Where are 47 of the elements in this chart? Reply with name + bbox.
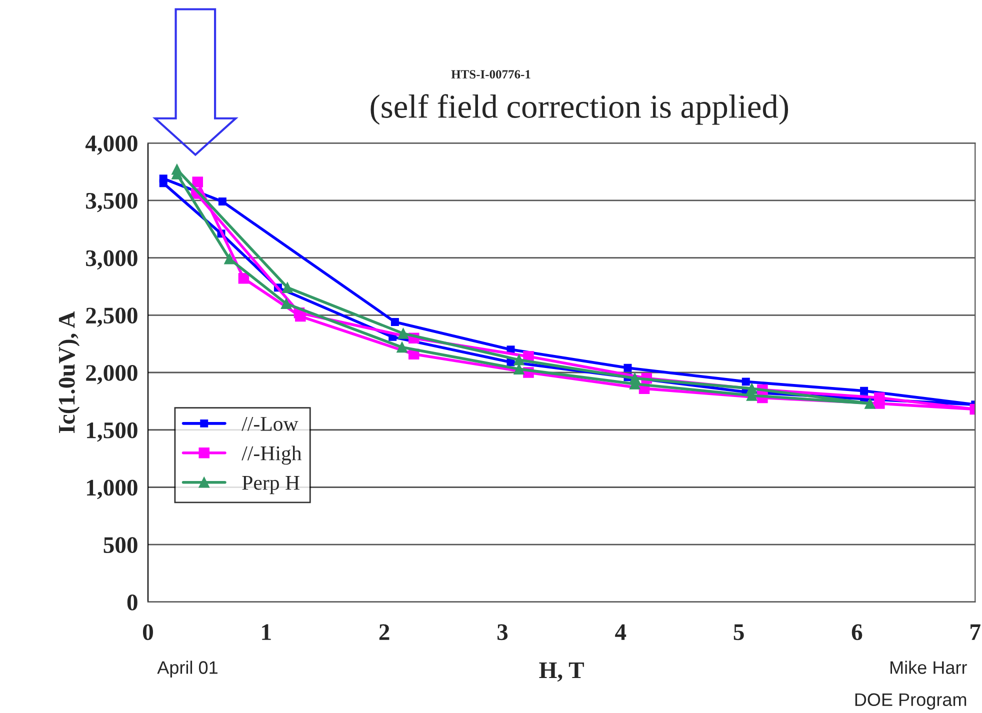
- point: [742, 378, 750, 386]
- text: April 01: [157, 660, 218, 678]
- text: DOE Program: [855, 693, 966, 710]
- point: [864, 398, 876, 409]
- y-axis-title: Ic(1.0uV), A: [58, 311, 80, 434]
- point: [624, 364, 632, 372]
- point: [224, 254, 235, 264]
- chart-title: HTS-I-00776-1: [451, 70, 530, 79]
- point: [280, 298, 292, 310]
- y-tick-label: 2,000: [86, 364, 138, 384]
- point: [159, 174, 168, 183]
- point: [514, 354, 524, 366]
- chart-subtitle: (self field correction is applied): [370, 94, 788, 125]
- x-axis-title: H, T: [539, 662, 584, 682]
- legend-label: //-Low: [242, 416, 298, 431]
- y-tick-label: 1,500: [87, 422, 138, 442]
- point: [172, 164, 182, 175]
- legend-label: Perp H: [242, 476, 300, 494]
- x-tick-label: 0: [142, 624, 153, 640]
- y-tick-label: 3,000: [86, 250, 138, 270]
- x-tick-label: 3: [497, 624, 508, 640]
- point: [396, 342, 408, 353]
- x-tick-label: 6: [852, 624, 862, 640]
- y-tick-label: 3,500: [86, 192, 138, 212]
- point: [218, 198, 226, 206]
- text: Mike Harr: [890, 660, 967, 674]
- y-tick-label: 500: [104, 537, 138, 554]
- x-tick-label: 4: [615, 624, 626, 640]
- y-tick-label: 2,500: [86, 308, 138, 327]
- point: [629, 372, 640, 384]
- x-tick-label: 1: [262, 624, 271, 640]
- y-tick-label: 4,000: [85, 136, 138, 155]
- point: [746, 383, 758, 394]
- point: [238, 273, 250, 284]
- point: [282, 282, 293, 293]
- point: [192, 176, 203, 188]
- x-tick-label: 7: [970, 624, 980, 640]
- point: [514, 364, 524, 374]
- y-tick-label: 0: [127, 594, 138, 610]
- legend-label: //-High: [242, 446, 302, 465]
- y-tick-label: 1,000: [87, 480, 138, 500]
- point: [390, 318, 399, 326]
- point: [398, 328, 409, 339]
- x-tick-label: 5: [734, 624, 744, 640]
- point: [860, 386, 868, 395]
- x-tick-label: 2: [379, 624, 390, 640]
- point: [874, 392, 885, 404]
